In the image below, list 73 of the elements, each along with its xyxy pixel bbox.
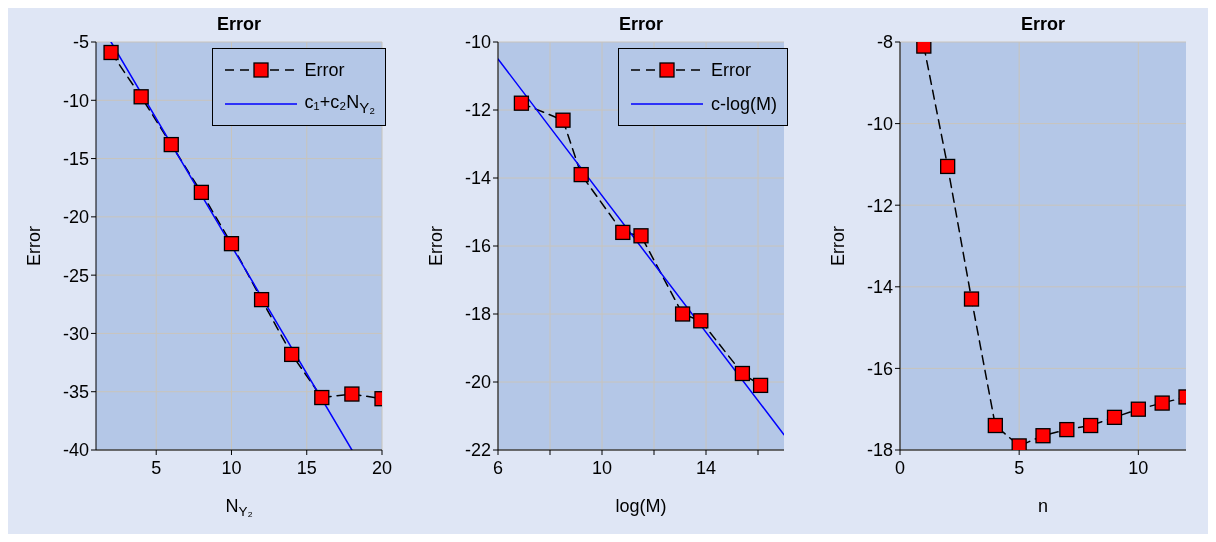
point (940, 158, 956, 175)
point (674, 306, 691, 322)
y-tick-label: -18 (866, 440, 893, 461)
y-tick-label: -10 (464, 32, 491, 53)
y-tick-label: -12 (464, 100, 491, 121)
y-tick-label: -16 (866, 358, 893, 379)
point (1011, 438, 1027, 450)
point (1035, 428, 1051, 444)
y-tick-label: -5 (72, 32, 89, 53)
legend-label: c₁+c₂N$_{Y₂}$ (304, 92, 375, 116)
point (615, 224, 631, 241)
point (193, 184, 210, 201)
x-tick-label: 10 (591, 457, 613, 478)
x-tick-label: 15 (296, 457, 317, 478)
y-tick-label: -8 (876, 32, 893, 53)
point (513, 95, 530, 111)
x-tick-label: 10 (1128, 457, 1149, 478)
x-tick-label: 14 (695, 457, 717, 478)
point (344, 386, 360, 402)
legend-label: c-log(M) (711, 93, 777, 115)
point (987, 417, 1003, 434)
point (1130, 401, 1146, 417)
point (963, 291, 980, 307)
y-tick-label: -16 (464, 236, 491, 257)
x-tick-label: 0 (894, 457, 906, 478)
point (1083, 417, 1099, 434)
point (163, 136, 179, 153)
x-tick-label: 6 (492, 457, 504, 478)
x-tick-label: 20 (371, 457, 393, 478)
y-tick-label: -10 (62, 90, 89, 111)
y-axis-title: Error (828, 226, 848, 266)
chart-title: Error (216, 14, 262, 34)
point (253, 291, 270, 308)
x-axis-title: N$_{Y₂}$ (225, 496, 253, 520)
chart-title: Error (1020, 14, 1066, 34)
point (314, 389, 330, 406)
point (1154, 395, 1170, 411)
y-tick-label: -18 (464, 304, 491, 325)
point (693, 313, 709, 329)
y-tick-label: -30 (62, 323, 89, 344)
point (734, 365, 751, 382)
legend-label: Error (304, 59, 345, 81)
point (223, 236, 240, 252)
y-tick-label: -40 (62, 440, 89, 461)
y-axis-title: Error (426, 226, 446, 266)
point (284, 346, 300, 363)
point (752, 377, 769, 394)
y-tick-label: -35 (62, 382, 89, 403)
y-tick-label: -22 (464, 440, 491, 461)
point (1059, 421, 1075, 438)
y-axis-title: Error (24, 226, 44, 266)
point (1106, 409, 1123, 426)
y-tick-label: -20 (464, 372, 491, 393)
y-tick-label: -12 (866, 195, 893, 216)
point (133, 89, 149, 105)
y-tick-label: -10 (866, 113, 893, 134)
x-axis-title: n (1037, 496, 1049, 516)
point (555, 112, 571, 128)
y-tick-label: -15 (62, 148, 89, 169)
point (916, 42, 932, 54)
x-tick-label: 10 (221, 457, 242, 478)
x-tick-label: 5 (1014, 457, 1025, 478)
point (573, 166, 589, 183)
x-axis-title: log(M) (615, 496, 667, 516)
chart-title: Error (618, 14, 664, 34)
y-tick-label: -14 (866, 277, 893, 298)
legend-label: Error (711, 59, 751, 81)
y-tick-label: -14 (464, 168, 491, 189)
point (633, 228, 649, 244)
y-tick-label: -25 (62, 265, 89, 286)
y-tick-label: -20 (62, 207, 89, 228)
point (103, 44, 119, 61)
x-tick-label: 5 (151, 457, 162, 478)
